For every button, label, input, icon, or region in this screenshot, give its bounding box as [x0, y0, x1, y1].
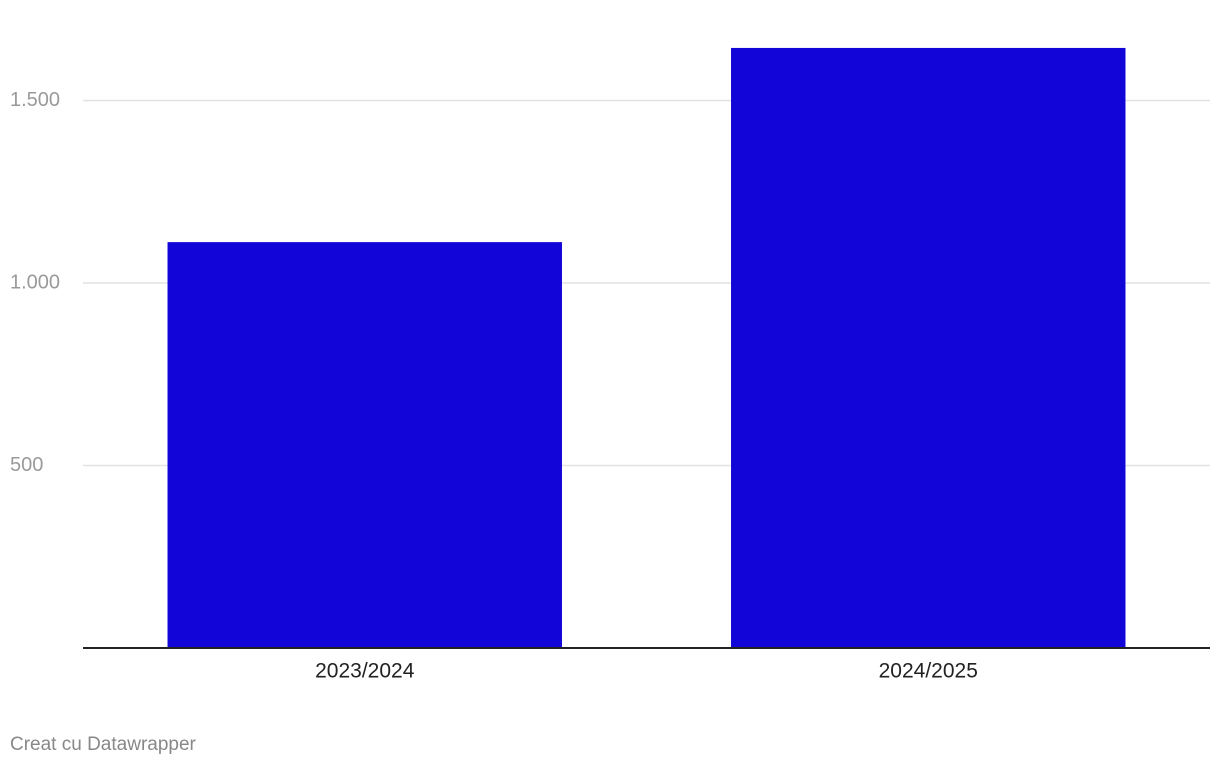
x-tick-label: 2023/2024 [315, 660, 415, 683]
y-tick-label: 500 [10, 454, 43, 476]
y-tick-label: 1.500 [10, 89, 60, 111]
y-tick-label: 1.000 [10, 271, 60, 293]
credit: Creat cu Datawrapper [10, 734, 197, 755]
bar [167, 242, 562, 648]
bar [731, 47, 1126, 648]
x-tick-label: 2024/2025 [879, 660, 978, 683]
